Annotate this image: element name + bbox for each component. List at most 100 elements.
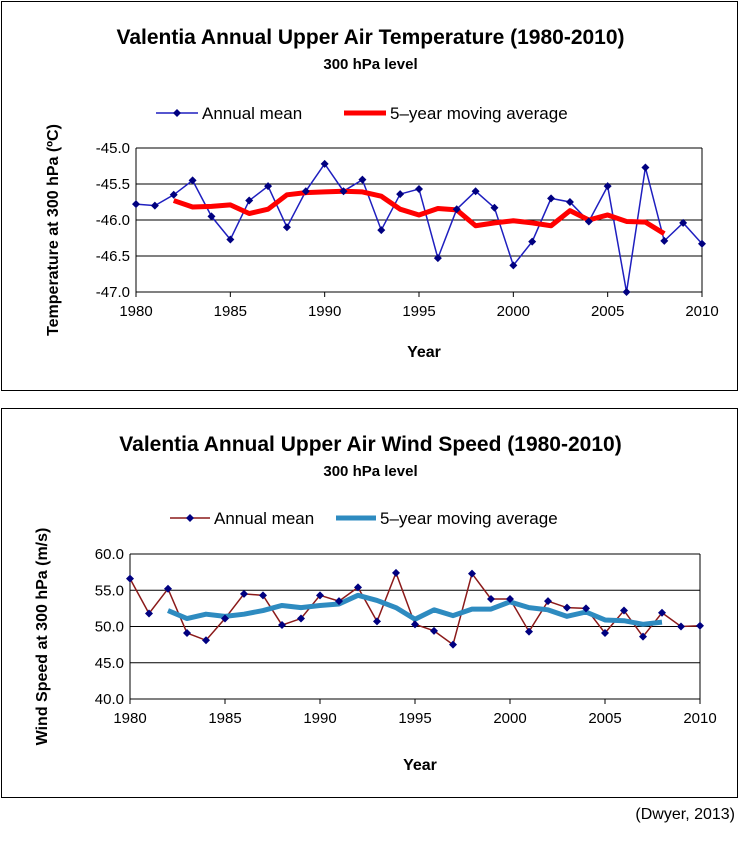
data-point-annual-mean <box>660 236 669 245</box>
data-point-annual-mean <box>679 218 688 227</box>
data-point-annual-mean <box>240 589 248 598</box>
legend-marker-annual-mean <box>186 514 194 522</box>
data-point-annual-mean <box>132 200 140 209</box>
wind-speed-chart: Valentia Annual Upper Air Wind Speed (19… <box>34 433 717 774</box>
data-point-annual-mean <box>698 239 706 248</box>
data-point-annual-mean <box>415 185 423 194</box>
x-tick-label: 1980 <box>113 710 146 727</box>
legend-label-annual-mean: Annual mean <box>202 104 302 123</box>
data-point-annual-mean <box>150 201 159 210</box>
x-tick-label: 1990 <box>308 303 341 320</box>
legend-label-moving-average: 5–year moving average <box>380 509 558 528</box>
x-tick-label: 2010 <box>683 710 716 727</box>
data-point-annual-mean <box>259 591 267 600</box>
data-point-annual-mean <box>547 194 556 203</box>
x-tick-label: 2010 <box>685 303 718 320</box>
data-point-annual-mean <box>468 569 476 578</box>
y-tick-label: 45.0 <box>95 655 124 672</box>
data-point-annual-mean <box>316 591 324 600</box>
legend-marker-annual-mean <box>173 109 181 117</box>
data-point-annual-mean <box>392 568 400 577</box>
y-tick-label: -47.0 <box>96 284 130 301</box>
x-tick-label: 1995 <box>402 303 435 320</box>
data-point-annual-mean <box>264 182 273 191</box>
temperature-chart-panel: Valentia Annual Upper Air Temperature (1… <box>1 1 738 391</box>
chart-title: Valentia Annual Upper Air Wind Speed (19… <box>119 433 621 456</box>
data-point-annual-mean <box>565 198 574 206</box>
x-tick-label: 2000 <box>497 303 530 320</box>
data-point-annual-mean <box>677 622 685 631</box>
y-tick-label: 60.0 <box>95 546 124 563</box>
data-point-annual-mean <box>226 235 235 244</box>
chart-title: Valentia Annual Upper Air Temperature (1… <box>116 26 624 49</box>
x-tick-label: 1985 <box>214 303 247 320</box>
y-tick-label: 50.0 <box>95 619 124 636</box>
data-point-annual-mean <box>641 163 650 172</box>
data-point-annual-mean <box>354 583 362 592</box>
data-point-annual-mean <box>509 261 518 270</box>
data-point-annual-mean <box>544 597 552 606</box>
data-point-annual-mean <box>430 626 438 635</box>
x-tick-label: 1980 <box>119 303 152 320</box>
data-point-annual-mean <box>282 223 291 232</box>
data-point-annual-mean <box>145 609 153 618</box>
data-point-annual-mean <box>639 632 647 641</box>
data-point-annual-mean <box>278 621 286 630</box>
data-point-annual-mean <box>490 203 499 212</box>
y-tick-label: 40.0 <box>95 691 124 708</box>
wind-speed-chart-panel: Valentia Annual Upper Air Wind Speed (19… <box>1 408 738 798</box>
data-point-annual-mean <box>449 640 457 649</box>
data-point-annual-mean <box>433 254 442 263</box>
data-point-annual-mean <box>297 614 305 623</box>
data-point-annual-mean <box>126 574 134 583</box>
data-point-annual-mean <box>188 176 197 185</box>
y-tick-label: 55.0 <box>95 582 124 599</box>
temperature-chart: Valentia Annual Upper Air Temperature (1… <box>45 26 719 361</box>
data-point-annual-mean <box>358 175 367 184</box>
data-point-annual-mean <box>696 621 704 630</box>
data-point-annual-mean <box>528 237 537 246</box>
data-point-annual-mean <box>183 629 191 638</box>
data-point-annual-mean <box>320 159 329 168</box>
x-axis-title: Year <box>403 757 437 774</box>
data-point-annual-mean <box>411 620 419 629</box>
x-tick-label: 1995 <box>398 710 431 727</box>
x-axis-title: Year <box>407 344 441 361</box>
data-point-annual-mean <box>601 629 609 638</box>
series-line-moving-average <box>167 592 663 627</box>
data-point-annual-mean <box>221 614 229 623</box>
data-point-annual-mean <box>202 636 210 645</box>
data-point-annual-mean <box>396 190 405 199</box>
data-point-annual-mean <box>582 604 590 613</box>
y-tick-label: -45.0 <box>96 140 130 157</box>
data-point-annual-mean <box>487 594 495 603</box>
y-tick-label: -45.5 <box>96 176 130 193</box>
y-axis-title: Temperature at 300 hPa (ºC) <box>45 124 62 336</box>
data-point-annual-mean <box>563 603 571 612</box>
chart-subtitle: 300 hPa level <box>323 463 417 480</box>
series-line-annual-mean <box>129 570 701 646</box>
series-line-annual-mean <box>135 162 703 293</box>
series-line-moving-average <box>172 188 666 236</box>
legend-label-moving-average: 5–year moving average <box>390 104 568 123</box>
data-point-annual-mean <box>658 608 666 617</box>
data-point-annual-mean <box>525 627 533 636</box>
data-point-annual-mean <box>335 597 343 606</box>
data-point-annual-mean <box>377 226 386 235</box>
data-point-annual-mean <box>245 196 254 205</box>
data-point-annual-mean <box>452 205 461 214</box>
y-tick-label: -46.0 <box>96 212 130 229</box>
data-point-annual-mean <box>207 212 216 221</box>
x-tick-label: 2005 <box>591 303 624 320</box>
data-point-annual-mean <box>471 187 480 196</box>
x-tick-label: 2005 <box>588 710 621 727</box>
source-credit: (Dwyer, 2013) <box>635 806 735 823</box>
chart-subtitle: 300 hPa level <box>323 56 417 73</box>
data-point-annual-mean <box>373 617 381 626</box>
data-point-annual-mean <box>164 584 172 593</box>
data-point-annual-mean <box>301 187 310 196</box>
x-tick-label: 1985 <box>208 710 241 727</box>
data-point-annual-mean <box>339 187 348 196</box>
data-point-annual-mean <box>620 606 628 615</box>
x-tick-label: 1990 <box>303 710 336 727</box>
